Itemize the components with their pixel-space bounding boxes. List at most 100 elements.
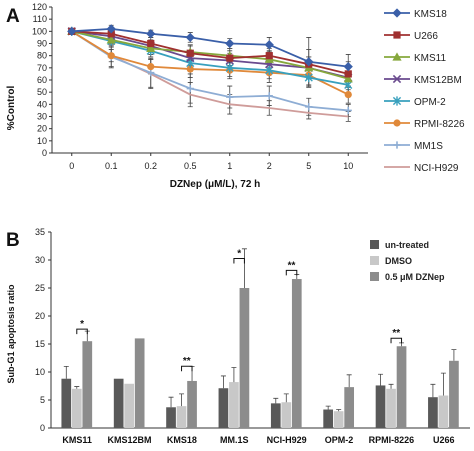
line-chart-x-tick-label: 5 [306, 161, 311, 171]
line-chart-y-tick-label: 10 [37, 136, 47, 146]
bar-kms12bm-1 [124, 383, 135, 428]
bar-u266-0 [428, 397, 438, 428]
legend-marker-kms11 [392, 52, 402, 61]
series-line-u266 [71, 30, 349, 75]
series-point-u266 [344, 70, 352, 78]
line-chart-x-tick-label: 10 [343, 161, 353, 171]
bar-error-kms18-0 [168, 396, 174, 408]
bar-u266-2 [449, 360, 459, 428]
legend-marker-u266 [393, 31, 401, 39]
series-point-u266 [226, 54, 234, 62]
line-chart-y-tick-label: 120 [32, 2, 47, 12]
legend-label: OPM-2 [414, 97, 446, 108]
significance-bracket [390, 337, 403, 344]
series-point-kms18 [67, 26, 77, 36]
line-chart-y-tick-label: 20 [37, 124, 47, 134]
bar-error-kms11-1 [74, 386, 80, 389]
bar-error-u266-2 [451, 349, 457, 361]
bar-error-mm.1s-0 [220, 375, 226, 389]
legend-label: KMS12BM [414, 75, 462, 86]
bar-error-nci-h929-0 [273, 397, 279, 404]
line-chart-x-tick-label: 0.5 [184, 161, 197, 171]
legend-marker-kms12bm [392, 74, 402, 84]
bar-kms11-0 [61, 378, 72, 428]
series-point-kms18 [343, 62, 353, 72]
legend-marker-mm1s [393, 141, 401, 149]
bar-kms18-2 [187, 380, 197, 428]
bar-mm.1s-1 [229, 382, 239, 428]
bar-chart-y-tick-label: 0 [40, 423, 45, 433]
series-point-opm-2 [265, 65, 274, 75]
series-point-mm1s [226, 93, 234, 101]
series-point-mm1s [147, 69, 155, 77]
legend-label: MM1S [414, 141, 443, 152]
series-point-kms11 [146, 43, 156, 52]
series-line-kms18 [71, 27, 349, 68]
legend-marker-opm-2 [392, 96, 402, 106]
series-point-kms11 [106, 35, 116, 44]
bar-kms18-0 [166, 407, 176, 428]
bar-chart-y-tick-label: 35 [35, 227, 45, 237]
line-chart-y-tick-label: 80 [37, 51, 47, 61]
line-chart-legend: KMS18 U266 KMS11 KMS12BM OPM-2 RPMI-8226 MM1S N… [384, 8, 465, 174]
significance-bracket [233, 257, 245, 264]
bar-nci-h929-2 [291, 279, 302, 428]
bar-error-opm-2-0 [325, 405, 331, 410]
bar-kms18-1 [176, 406, 187, 428]
bar-error-mm.1s-2 [241, 248, 247, 288]
legend-swatch-2 [370, 272, 379, 281]
bar-chart-y-tick-label: 10 [35, 367, 45, 377]
line-chart: %Control DZNep (μM/L), 72 h 010203040506… [6, 2, 368, 190]
legend-label: KMS11 [414, 53, 446, 64]
bar-mm.1s-0 [218, 388, 229, 428]
bar-error-opm-2-2 [346, 374, 352, 388]
line-chart-y-tick-label: 30 [37, 112, 47, 122]
line-chart-y-tick-label: 110 [33, 14, 47, 24]
series-point-rpmi-8226 [186, 65, 194, 73]
line-chart-x-tick-label: 2 [267, 161, 272, 171]
line-chart-y-tick-label: 100 [32, 26, 47, 36]
bar-mm.1s-2 [239, 288, 250, 428]
legend-swatch-1 [370, 256, 379, 265]
series-point-opm-2 [304, 72, 313, 83]
series-point-kms18 [304, 57, 314, 67]
bar-chart-ylabel: Sub-G1 apoptosis ratio [6, 284, 16, 384]
legend-label: 0.5 μM DZNep [385, 272, 445, 282]
series-point-kms18 [264, 40, 274, 50]
legend-label: U266 [414, 31, 438, 42]
series-point-rpmi-8226 [107, 52, 115, 60]
series-point-u266 [186, 49, 194, 57]
significance-bracket [76, 328, 88, 335]
line-chart-ylabel: %Control [6, 86, 17, 131]
line-chart-y-tick-label: 50 [37, 87, 47, 97]
bar-error-rpmi-8226-2 [399, 342, 405, 347]
series-point-mm1s [344, 106, 352, 115]
legend-label: KMS18 [414, 9, 447, 20]
bar-chart-y-tick-label: 20 [35, 311, 45, 321]
bar-error-rpmi-8226-1 [388, 383, 394, 389]
series-point-u266 [147, 39, 155, 48]
series-line-kms11 [71, 30, 349, 80]
series-point-opm-2 [225, 63, 234, 73]
bar-kms12bm-0 [113, 378, 124, 428]
series-point-kms18 [185, 32, 195, 43]
series-point-u266 [107, 30, 115, 38]
significance-marker: ** [392, 328, 400, 339]
bar-rpmi-8226-1 [386, 388, 396, 428]
line-chart-x-tick-label: 0.1 [105, 161, 118, 171]
bar-kms11-2 [82, 341, 93, 428]
line-chart-y-tick-label: 60 [37, 75, 47, 85]
significance-bracket [285, 269, 298, 276]
bar-error-u266-0 [430, 383, 436, 398]
bar-nci-h929-1 [281, 402, 292, 428]
series-line-mm1s [71, 30, 349, 112]
significance-marker: * [80, 319, 84, 330]
bar-error-kms11-0 [63, 366, 69, 379]
series-point-u266 [265, 52, 273, 60]
bar-chart-legend: un-treated DMSO 0.5 μM DZNep [370, 240, 445, 282]
series-point-kms18 [146, 29, 156, 39]
bar-opm-2-2 [344, 387, 355, 428]
bar-chart-category-label: KMS11 [62, 435, 92, 445]
bar-chart-y-tick-label: 30 [35, 255, 45, 265]
